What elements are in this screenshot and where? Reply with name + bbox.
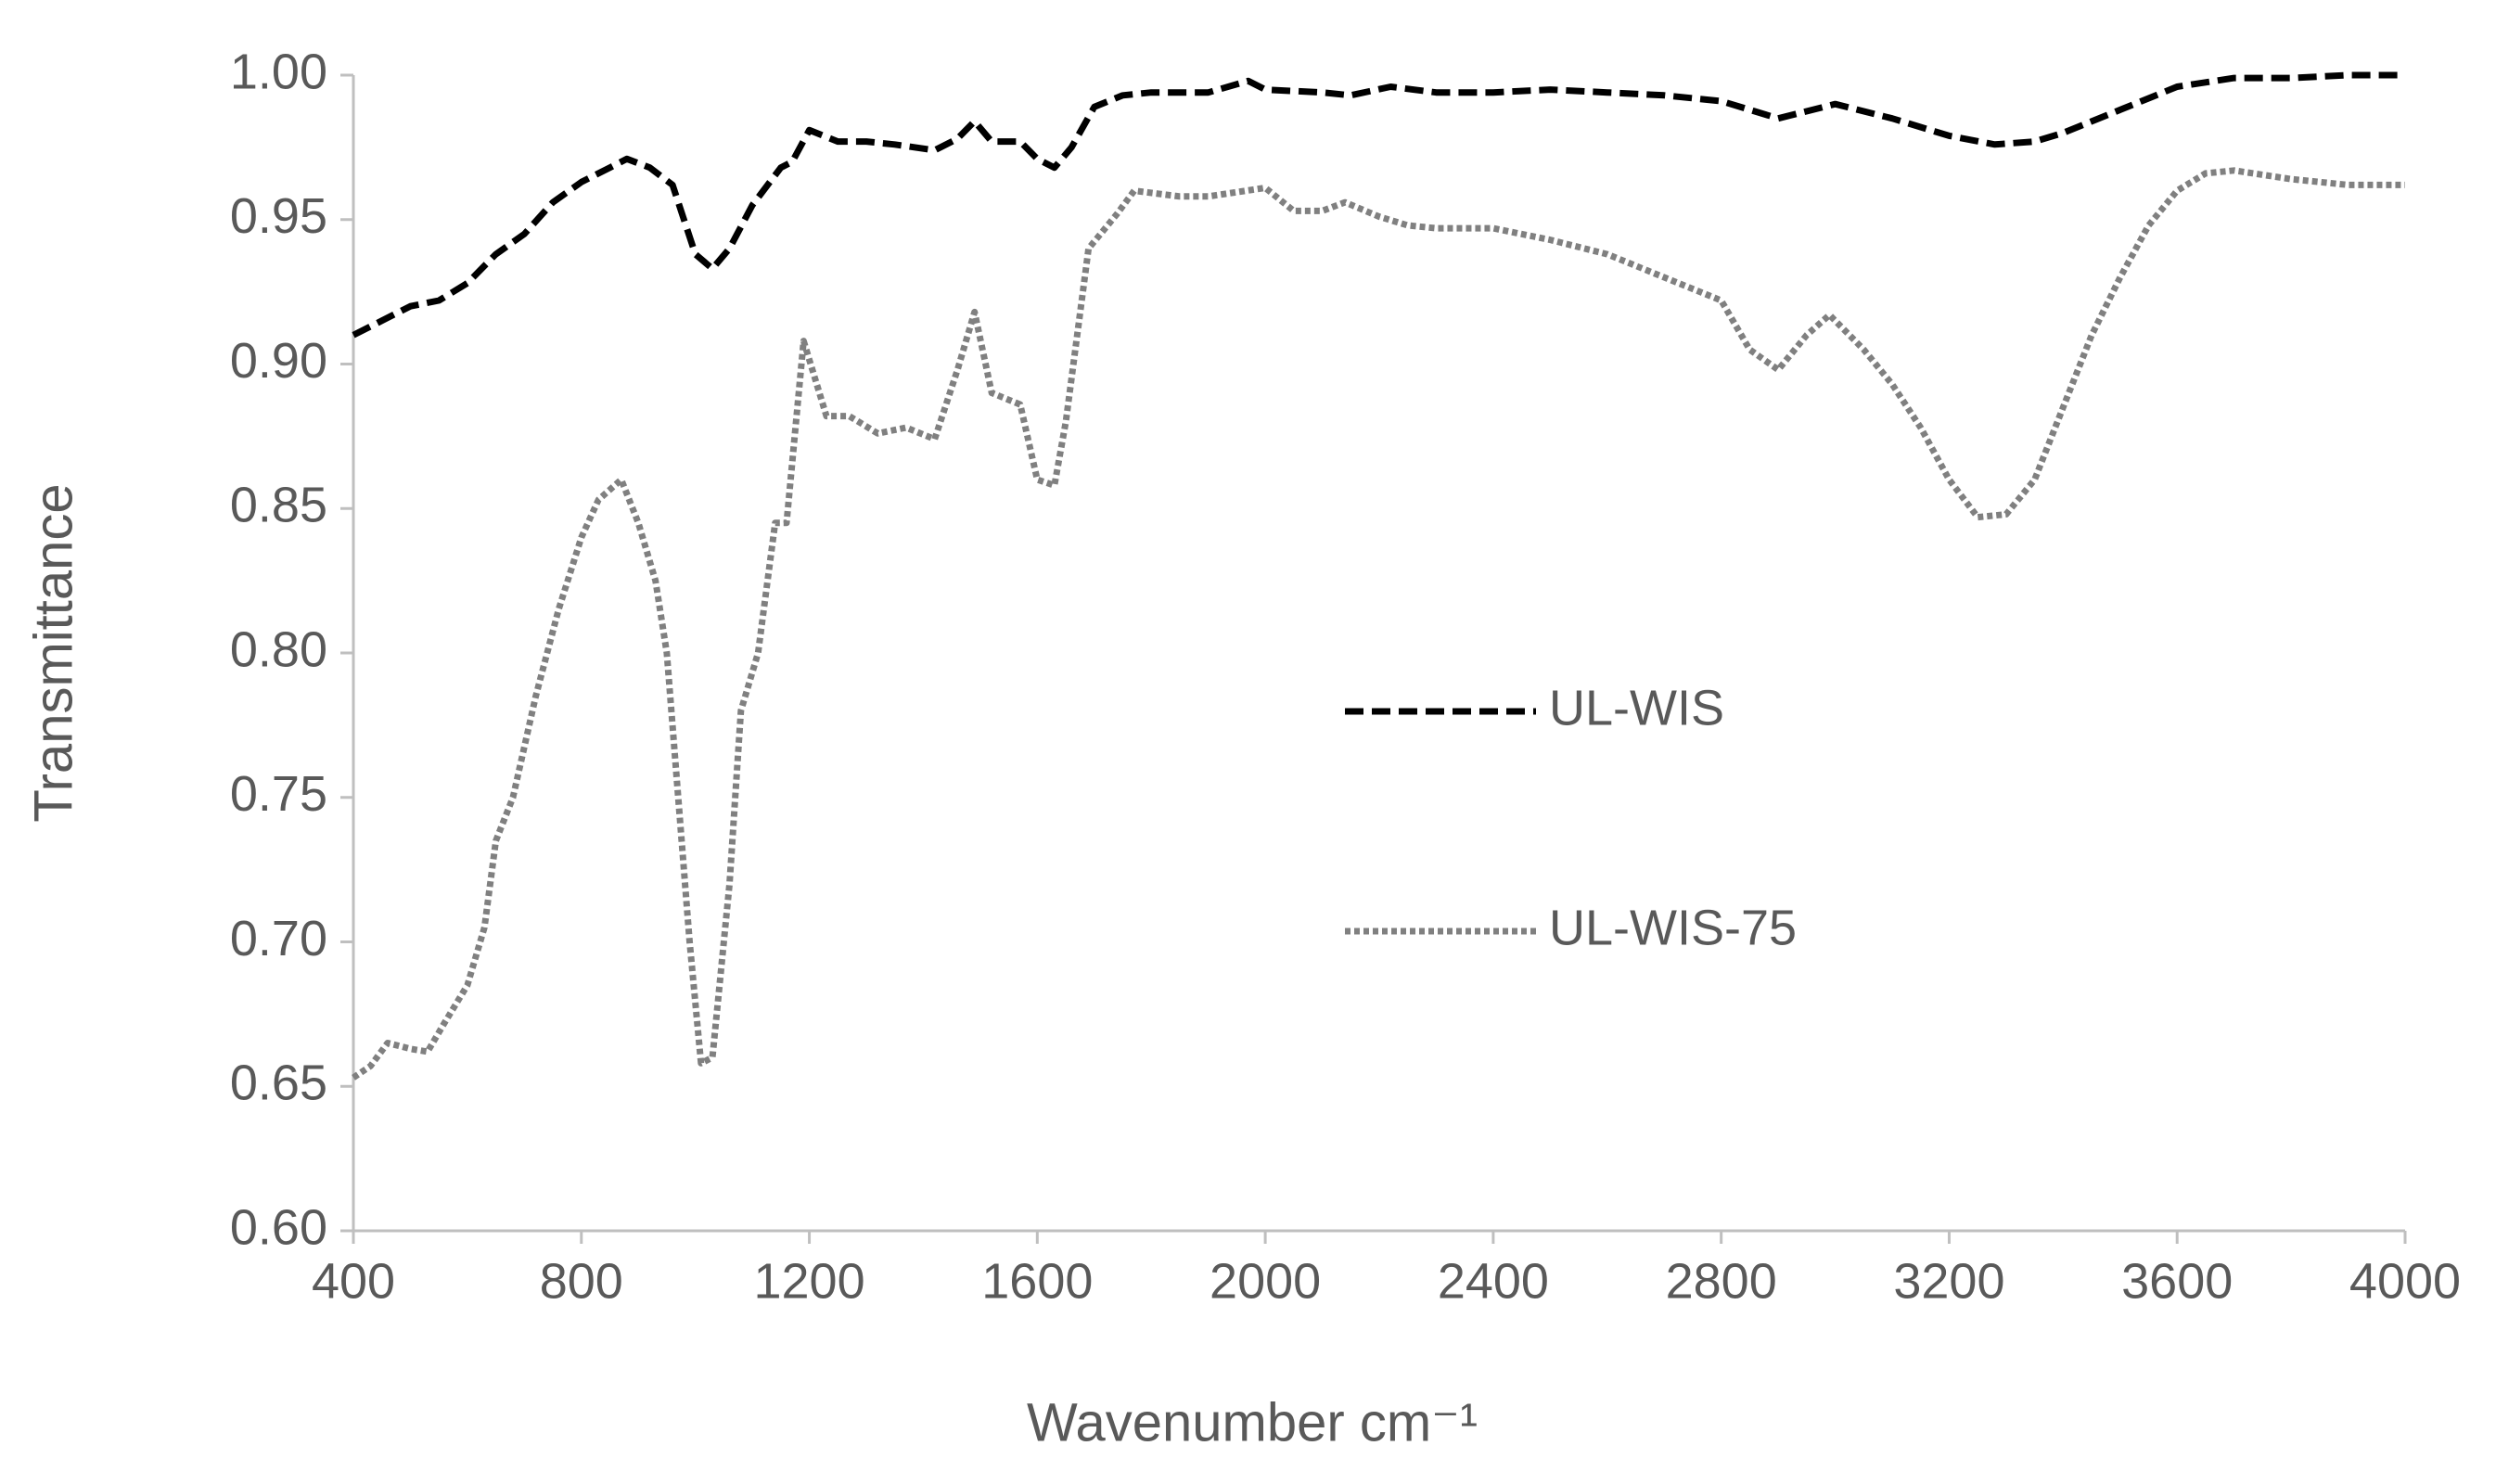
x-tick-label: 2800 (1666, 1253, 1777, 1309)
x-tick-label: 1600 (981, 1253, 1093, 1309)
legend-label: UL-WIS (1549, 680, 1724, 736)
y-tick-label: 0.60 (230, 1199, 327, 1255)
x-tick-label: 2400 (1438, 1253, 1549, 1309)
x-tick-label: 4000 (2349, 1253, 2461, 1309)
x-tick-label: 3200 (1893, 1253, 2004, 1309)
x-axis-title: Wavenumber cm⁻¹ (1027, 1392, 1478, 1452)
x-tick-label: 800 (540, 1253, 623, 1309)
y-tick-label: 0.75 (230, 766, 327, 822)
y-axis-title: Transmittance (23, 483, 83, 822)
y-tick-label: 0.65 (230, 1055, 327, 1111)
x-tick-label: 2000 (1210, 1253, 1321, 1309)
line-series (352, 71, 2405, 339)
y-tick-label: 0.90 (230, 333, 327, 389)
y-tick-label: 0.70 (230, 911, 327, 966)
x-tick-label: 1200 (753, 1253, 864, 1309)
x-tick-label: 3600 (2121, 1253, 2233, 1309)
line-series (352, 167, 2405, 1081)
x-tick-label: 400 (312, 1253, 395, 1309)
y-tick-label: 1.00 (230, 44, 327, 99)
legend-label: UL-WIS-75 (1549, 900, 1797, 955)
y-tick-label: 0.85 (230, 478, 327, 533)
y-tick-label: 0.95 (230, 188, 327, 244)
y-tick-label: 0.80 (230, 621, 327, 677)
